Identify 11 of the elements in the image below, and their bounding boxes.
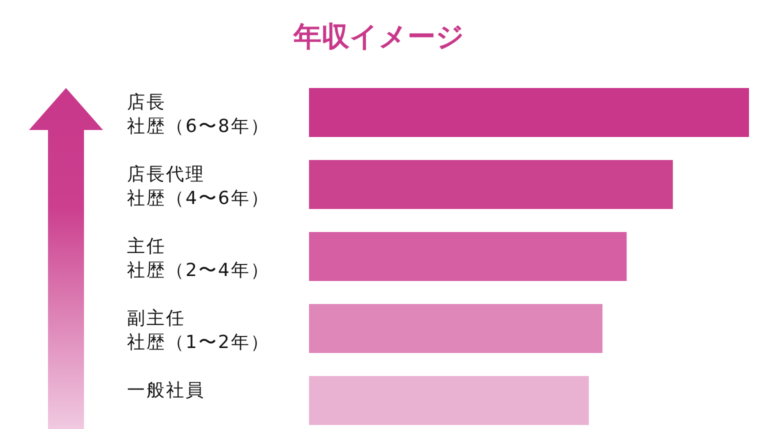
bar [309,232,627,281]
bar [309,88,749,137]
bar [309,160,673,209]
y-tick-label: 店長社歴（6〜8年） [127,92,270,137]
bar [309,376,589,425]
y-tick-label: 主任社歴（2〜4年） [127,236,270,281]
y-tick-label: 店長代理社歴（4〜6年） [127,164,270,209]
chart-title: 年収イメージ [292,20,464,53]
bar [309,304,602,353]
y-tick-label: 一般社員 [127,380,205,401]
y-tick-label: 副主任社歴（1〜2年） [127,308,270,353]
